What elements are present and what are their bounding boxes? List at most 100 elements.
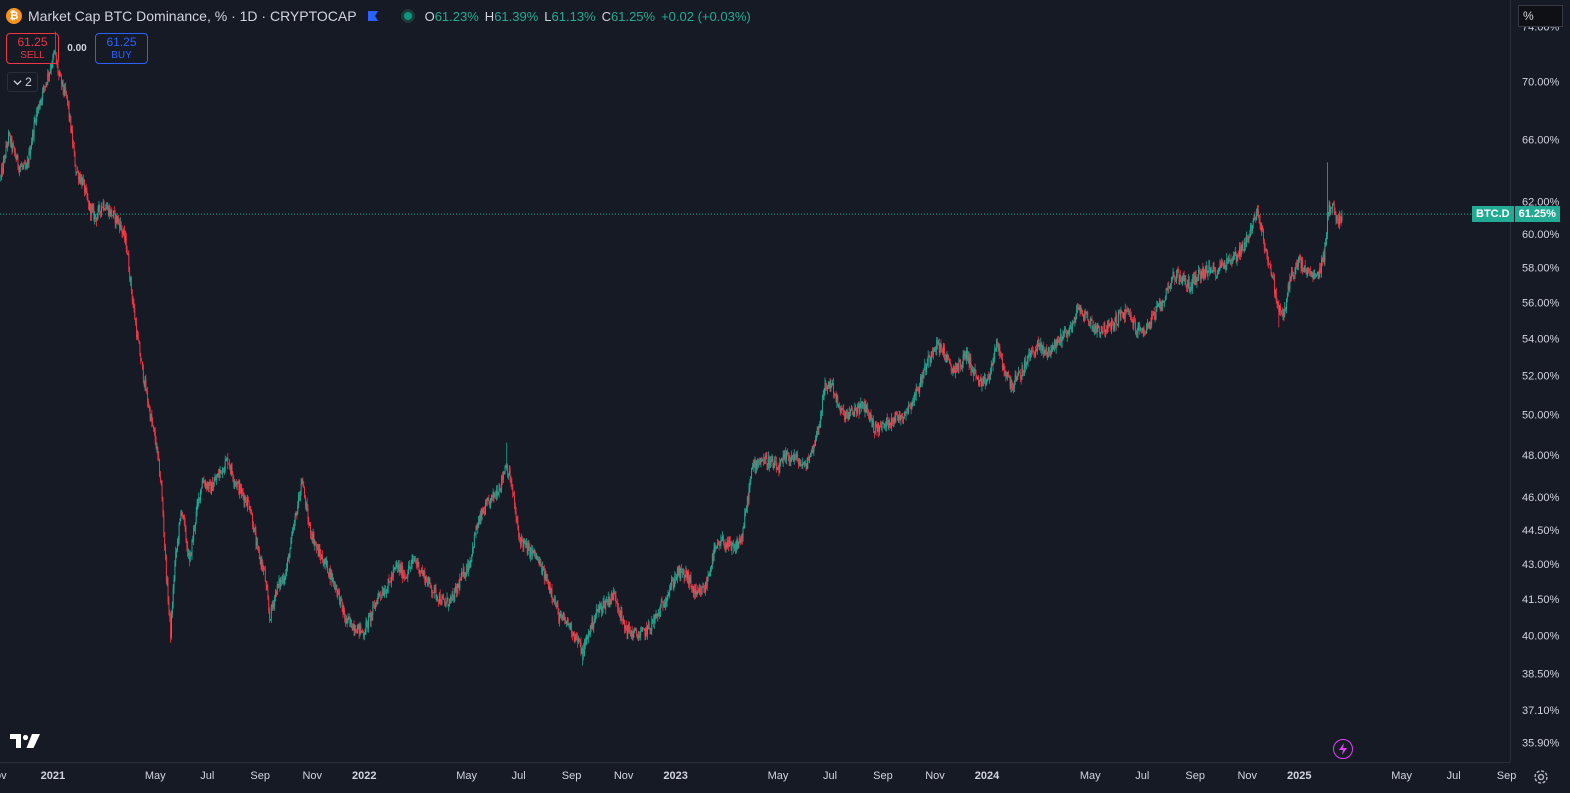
- candle-body: [1216, 275, 1217, 277]
- candle-body: [1196, 279, 1198, 283]
- candle-body: [827, 385, 829, 386]
- candle-body: [862, 402, 863, 408]
- candle-body: [804, 461, 806, 466]
- candle-body: [1339, 216, 1341, 219]
- sell-button[interactable]: 61.25 SELL: [6, 33, 59, 64]
- candle-body: [267, 590, 269, 600]
- x-tick-label: Sep: [873, 770, 893, 782]
- candle-body: [1209, 265, 1211, 274]
- candle-body: [1181, 277, 1183, 284]
- candle-body: [95, 218, 97, 221]
- candle-body: [5, 145, 7, 158]
- candle-body: [578, 638, 580, 642]
- candle-body: [1112, 321, 1114, 330]
- candle-body: [1246, 234, 1248, 240]
- price-axis[interactable]: 74.00%70.00%66.00%62.00%60.00%58.00%56.0…: [1522, 21, 1560, 749]
- candle-body: [1159, 301, 1161, 310]
- candle-body: [662, 602, 664, 607]
- candle-body: [126, 248, 128, 254]
- candle-body: [721, 539, 723, 541]
- candle-body: [775, 461, 776, 462]
- candle-body: [376, 601, 378, 604]
- candle-body: [164, 532, 166, 547]
- candle-body: [566, 621, 567, 624]
- indicators-collapse-button[interactable]: 2: [7, 72, 38, 92]
- candle-body: [931, 352, 933, 358]
- candle-body: [1149, 322, 1151, 325]
- lightning-icon[interactable]: [1333, 739, 1353, 759]
- time-axis[interactable]: ov2021MayJulSepNov2022MayJulSepNov2023Ma…: [0, 770, 1516, 782]
- candle-body: [1206, 265, 1208, 275]
- candle-body: [524, 541, 526, 542]
- candle-body: [508, 475, 509, 476]
- candle-body: [1275, 289, 1277, 302]
- candle-body: [546, 579, 548, 582]
- candle-body: [30, 148, 32, 156]
- candle-body: [130, 277, 132, 292]
- candle-body: [892, 420, 894, 423]
- candle-body: [1267, 255, 1269, 262]
- candle-body: [386, 588, 388, 593]
- candle-body: [217, 473, 218, 478]
- candle-body: [450, 596, 452, 599]
- candle-body: [581, 653, 583, 654]
- symbol-title[interactable]: Market Cap BTC Dominance, % · 1D · CRYPT…: [28, 8, 357, 24]
- candle-body: [1111, 320, 1113, 330]
- buy-button[interactable]: 61.25 BUY: [95, 33, 148, 64]
- candle-body: [429, 578, 431, 584]
- candle-body: [1179, 275, 1181, 281]
- candle-body: [966, 349, 968, 361]
- candle-body: [1042, 345, 1043, 351]
- candle-body: [1292, 275, 1294, 277]
- candle-body: [506, 465, 508, 469]
- candle-body: [165, 556, 167, 582]
- candle-body: [1084, 312, 1086, 320]
- candle-body: [1139, 325, 1141, 332]
- candle-body: [357, 626, 358, 634]
- gear-icon[interactable]: [1531, 767, 1551, 787]
- candle-body: [1100, 327, 1102, 333]
- candle-body: [1225, 267, 1227, 269]
- tradingview-logo-icon[interactable]: [10, 732, 42, 750]
- candle-body: [833, 383, 834, 394]
- candle-body: [534, 549, 536, 555]
- candle-body: [1008, 375, 1010, 378]
- candle-body: [252, 514, 253, 527]
- scale-mode-input[interactable]: %: [1518, 5, 1563, 27]
- candle-body: [926, 363, 928, 365]
- candle-body: [585, 641, 587, 642]
- candle-body: [1034, 353, 1036, 356]
- candle-body: [29, 150, 31, 156]
- candle-body: [1251, 225, 1253, 231]
- ohlc-low: L61.13%: [544, 8, 596, 24]
- candle-body: [913, 400, 915, 402]
- candle-body: [116, 215, 118, 222]
- flag-icon[interactable]: [367, 10, 379, 22]
- candle-body: [1192, 279, 1194, 290]
- candle-body: [382, 591, 384, 596]
- candle-body: [929, 355, 931, 362]
- candle-body: [597, 609, 599, 612]
- candle-body: [419, 571, 421, 573]
- candle-body: [1071, 322, 1073, 333]
- candle-body: [830, 383, 832, 389]
- candle-body: [141, 361, 143, 362]
- candle-body: [460, 579, 462, 581]
- candle-body: [441, 596, 443, 605]
- candle-body: [720, 539, 722, 546]
- candle-body: [348, 617, 350, 619]
- candle-body: [711, 565, 712, 568]
- candle-body: [207, 483, 209, 489]
- candle-body: [580, 642, 582, 654]
- ohlc-close: C61.25%: [601, 8, 656, 24]
- candle-body: [508, 470, 510, 476]
- candle-body: [1048, 347, 1049, 353]
- candle-body: [397, 564, 399, 568]
- candle-body: [798, 463, 800, 465]
- candle-body: [882, 423, 884, 424]
- candle-body: [943, 346, 944, 354]
- candle-body: [1260, 224, 1262, 231]
- candle-body: [484, 510, 486, 515]
- candle-body: [1024, 360, 1026, 368]
